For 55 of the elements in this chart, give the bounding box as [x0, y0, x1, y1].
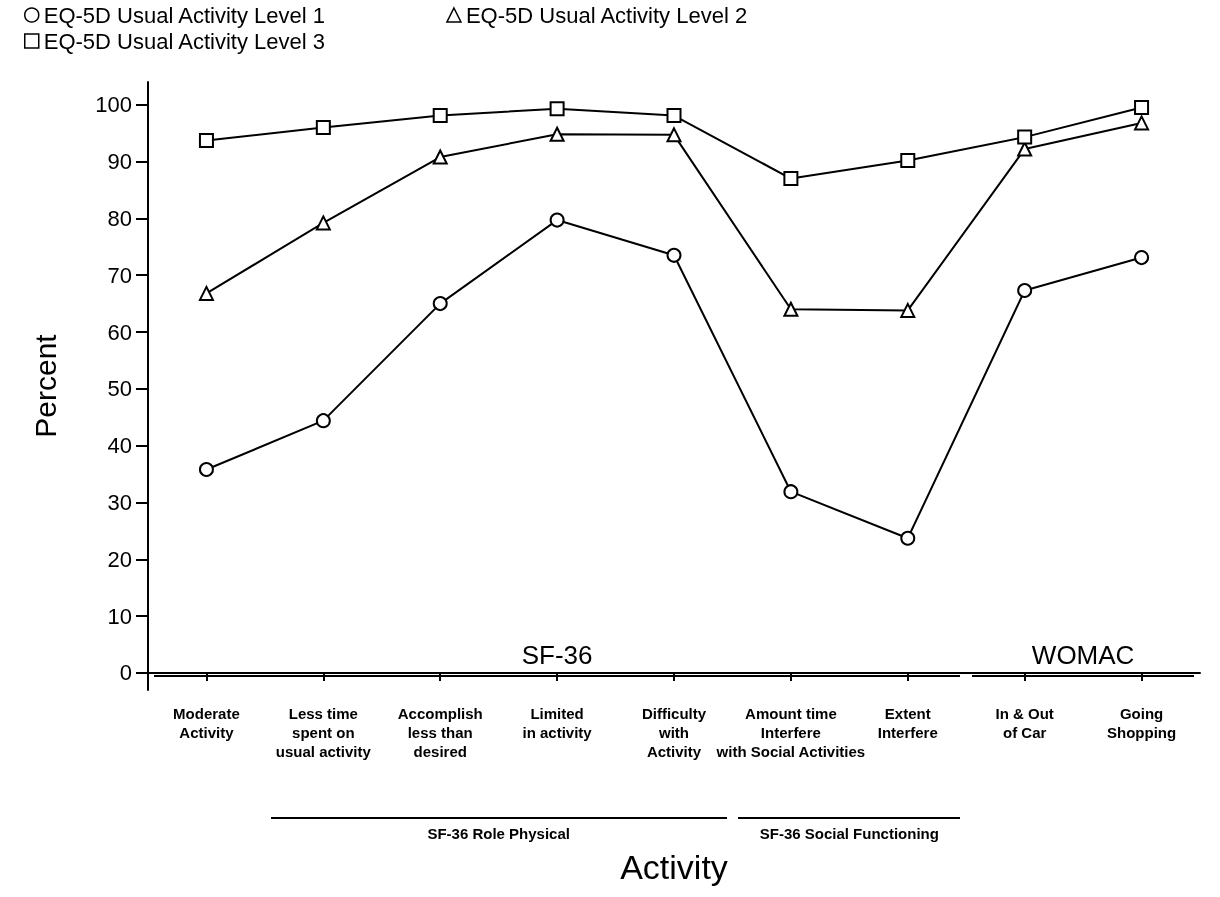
point	[900, 152, 916, 168]
point	[666, 127, 682, 143]
y-tick-label: 70	[107, 262, 132, 288]
y-tick-label: 20	[107, 546, 132, 572]
point	[1017, 129, 1033, 145]
point	[198, 285, 214, 301]
y-tick-label: 100	[95, 92, 132, 118]
point	[432, 108, 448, 124]
point	[549, 126, 565, 142]
y-tick-label: 30	[107, 489, 132, 515]
point	[432, 149, 448, 165]
point	[432, 296, 448, 312]
point	[549, 212, 565, 228]
x-tick-label: Extent Interfere	[877, 705, 938, 741]
point	[1017, 283, 1033, 299]
point	[1134, 100, 1150, 116]
point	[1134, 250, 1150, 266]
point	[198, 133, 214, 149]
legend-label: EQ-5D Usual Activity Level 1	[43, 2, 325, 28]
x-tick-label: Less time spent on usual activity	[275, 705, 372, 760]
point	[783, 171, 799, 187]
x-tick-label: Accomplish less than desired	[397, 705, 483, 760]
point	[900, 302, 916, 318]
y-tick-label: 50	[107, 376, 132, 402]
point	[1134, 115, 1150, 131]
annotation: WOMAC	[1031, 640, 1135, 671]
point	[783, 484, 799, 500]
y-tick-label: 60	[107, 319, 132, 345]
y-tick-label: 80	[107, 205, 132, 231]
x-tick-label: Moderate Activity	[173, 705, 240, 741]
x-tick-label: In & Out of Car	[995, 705, 1054, 741]
x-axis-title: Activity	[620, 848, 728, 886]
y-tick-label: 90	[107, 149, 132, 175]
point	[666, 247, 682, 263]
annotation: SF-36	[521, 640, 593, 671]
text: SF-36 Social Functioning	[759, 825, 939, 842]
point	[783, 301, 799, 317]
x-tick-label: Going Shopping	[1106, 705, 1177, 741]
text: SF-36 Role Physical	[427, 825, 570, 842]
x-tick-label: Limited in activity	[522, 705, 593, 741]
x-tick-label: Difficulty with Activity	[641, 705, 707, 760]
y-tick-label: 0	[119, 660, 132, 686]
legend-label: EQ-5D Usual Activity Level 2	[465, 2, 748, 28]
point	[549, 101, 565, 117]
y-tick-label: 40	[107, 433, 132, 459]
point	[315, 413, 331, 429]
legend-label: EQ-5D Usual Activity Level 3	[43, 28, 325, 54]
y-axis-title: Percent	[28, 333, 62, 438]
y-tick-label: 10	[107, 603, 132, 629]
point	[315, 119, 331, 135]
point	[315, 215, 331, 231]
point	[198, 462, 214, 478]
point	[666, 108, 682, 124]
point	[900, 530, 916, 546]
x-tick-label: Amount time Interfere with Social Activities	[715, 705, 866, 760]
